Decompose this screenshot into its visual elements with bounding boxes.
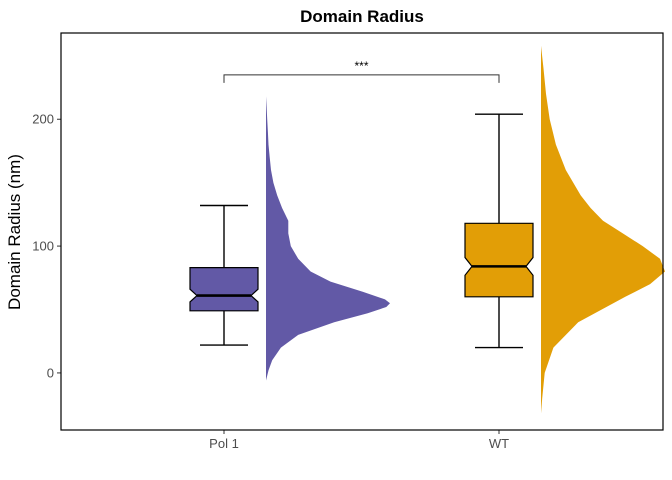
density-wt xyxy=(541,45,665,414)
significance-bracket xyxy=(223,74,500,83)
significance-label: *** xyxy=(354,59,368,73)
y-axis-label: Domain Radius (nm) xyxy=(5,154,24,310)
box-pol-1 xyxy=(189,267,259,312)
panel-border xyxy=(60,32,664,431)
y-tick-label: 100 xyxy=(32,239,54,254)
y-tick-label: 0 xyxy=(47,365,54,380)
y-tick-label: 200 xyxy=(32,112,54,127)
box-wt xyxy=(464,222,534,298)
density-pol-1 xyxy=(266,96,390,381)
chart-title: Domain Radius xyxy=(300,7,424,26)
x-tick-label-pol-1: Pol 1 xyxy=(209,436,239,451)
x-tick-label-wt: WT xyxy=(489,436,509,451)
plot-area: Pol 1 WT *** 0 100 200 xyxy=(32,32,665,451)
